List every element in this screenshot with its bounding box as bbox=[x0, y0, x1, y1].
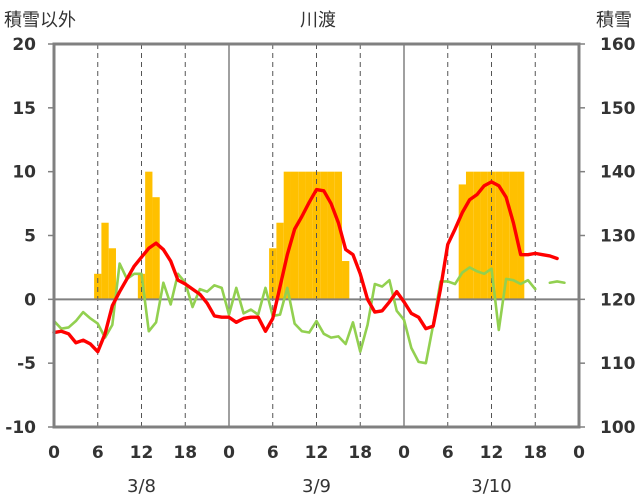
y-right-tick-label: 110 bbox=[600, 354, 636, 374]
x-tick-label: 0 bbox=[573, 443, 585, 463]
snow-depth-bar bbox=[480, 171, 488, 300]
x-tick-label: 12 bbox=[305, 443, 329, 463]
y-left-tick-label: 15 bbox=[12, 99, 36, 119]
y-right-tick-label: 140 bbox=[600, 163, 636, 183]
date-label: 3/9 bbox=[302, 476, 331, 497]
snow-depth-bar bbox=[298, 171, 306, 300]
snow-depth-bar bbox=[101, 222, 109, 300]
snow-depth-bar bbox=[342, 261, 350, 300]
snow-depth-bar bbox=[334, 171, 343, 300]
y-left-tick-label: 5 bbox=[24, 227, 36, 247]
snow-depth-bar bbox=[152, 197, 160, 300]
x-tick-label: 0 bbox=[223, 443, 235, 463]
snow-depth-bar bbox=[137, 273, 146, 300]
snow-depth-bar bbox=[327, 171, 335, 300]
snow-depth-bar bbox=[305, 171, 313, 300]
x-tick-label: 12 bbox=[130, 443, 154, 463]
green-series-line bbox=[52, 262, 566, 365]
date-label: 3/8 bbox=[127, 476, 156, 497]
snow-depth-bar bbox=[502, 171, 510, 300]
plot-frame bbox=[52, 42, 581, 429]
x-tick-label: 0 bbox=[48, 443, 60, 463]
y-left-tick-label: 20 bbox=[12, 35, 36, 55]
x-tick-label: 18 bbox=[173, 443, 197, 463]
y-right-tick-label: 150 bbox=[600, 99, 636, 119]
y-right-tick-label: 120 bbox=[600, 290, 636, 310]
snow-depth-bar bbox=[145, 171, 153, 300]
x-tick-label: 12 bbox=[480, 443, 504, 463]
snow-depth-bar bbox=[320, 171, 328, 300]
right-axis-title: 積雪 bbox=[596, 10, 632, 31]
y-left-tick-label: -5 bbox=[17, 354, 36, 374]
y-right-tick-label: 130 bbox=[600, 227, 636, 247]
snow-depth-bar bbox=[108, 248, 116, 300]
snow-depth-bar bbox=[283, 171, 291, 300]
x-tick-label: 18 bbox=[348, 443, 372, 463]
x-tick-label: 18 bbox=[523, 443, 547, 463]
snow-depth-bar bbox=[276, 222, 284, 300]
snow-depth-bar bbox=[465, 171, 474, 300]
x-tick-label: 6 bbox=[442, 443, 454, 463]
snow-depth-bar bbox=[473, 171, 481, 300]
left-axis-title: 積雪以外 bbox=[4, 10, 76, 31]
x-tick-label: 6 bbox=[92, 443, 104, 463]
y-left-tick-label: 0 bbox=[24, 290, 36, 310]
x-tick-label: 0 bbox=[398, 443, 410, 463]
x-tick-label: 6 bbox=[267, 443, 279, 463]
y-left-tick-label: -10 bbox=[5, 418, 36, 438]
snow-depth-bar bbox=[290, 171, 299, 300]
y-right-tick-label: 100 bbox=[600, 418, 636, 438]
snow-depth-bar bbox=[509, 171, 518, 300]
date-label: 3/10 bbox=[471, 476, 511, 497]
y-right-tick-label: 160 bbox=[600, 35, 636, 55]
snow-depth-bar bbox=[458, 184, 466, 300]
red-series-line bbox=[52, 180, 559, 354]
chart-title: 川渡 bbox=[300, 10, 336, 31]
snow-depth-bar bbox=[495, 171, 503, 300]
y-left-tick-label: 10 bbox=[12, 163, 36, 183]
snow-depth-bar bbox=[517, 171, 525, 300]
snow-depth-bar bbox=[94, 273, 102, 300]
